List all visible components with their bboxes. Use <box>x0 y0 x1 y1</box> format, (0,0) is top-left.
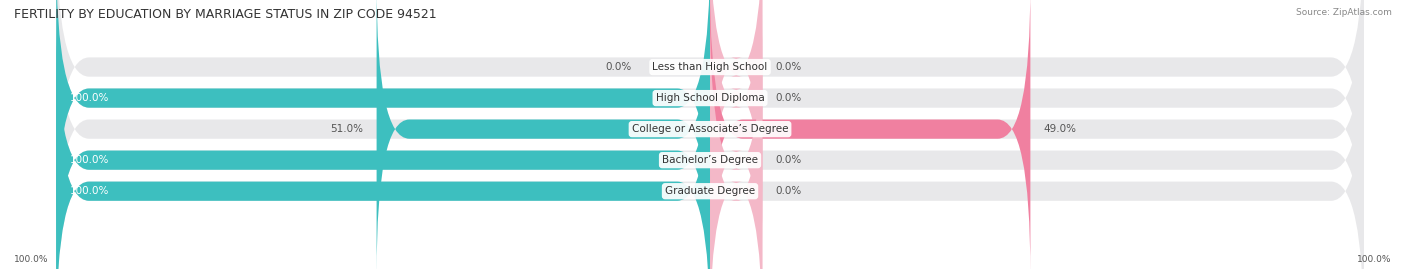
Text: 0.0%: 0.0% <box>776 155 801 165</box>
FancyBboxPatch shape <box>56 0 1364 269</box>
Text: Source: ZipAtlas.com: Source: ZipAtlas.com <box>1296 8 1392 17</box>
FancyBboxPatch shape <box>710 15 762 269</box>
FancyBboxPatch shape <box>56 15 1364 269</box>
Text: Bachelor’s Degree: Bachelor’s Degree <box>662 155 758 165</box>
FancyBboxPatch shape <box>710 0 762 244</box>
FancyBboxPatch shape <box>56 46 1364 269</box>
Text: 0.0%: 0.0% <box>776 186 801 196</box>
Text: 51.0%: 51.0% <box>330 124 364 134</box>
FancyBboxPatch shape <box>56 46 710 269</box>
Text: 0.0%: 0.0% <box>606 62 631 72</box>
Text: 100.0%: 100.0% <box>69 155 108 165</box>
FancyBboxPatch shape <box>710 0 1031 269</box>
Text: 0.0%: 0.0% <box>776 62 801 72</box>
FancyBboxPatch shape <box>377 0 710 269</box>
Text: 100.0%: 100.0% <box>1357 255 1392 264</box>
FancyBboxPatch shape <box>710 46 762 269</box>
Text: College or Associate’s Degree: College or Associate’s Degree <box>631 124 789 134</box>
FancyBboxPatch shape <box>710 0 762 213</box>
FancyBboxPatch shape <box>56 15 710 269</box>
Text: 100.0%: 100.0% <box>14 255 49 264</box>
Text: Graduate Degree: Graduate Degree <box>665 186 755 196</box>
Text: 100.0%: 100.0% <box>69 93 108 103</box>
Text: 100.0%: 100.0% <box>69 186 108 196</box>
Text: Less than High School: Less than High School <box>652 62 768 72</box>
Text: 0.0%: 0.0% <box>776 93 801 103</box>
FancyBboxPatch shape <box>56 0 710 244</box>
Text: FERTILITY BY EDUCATION BY MARRIAGE STATUS IN ZIP CODE 94521: FERTILITY BY EDUCATION BY MARRIAGE STATU… <box>14 8 437 21</box>
FancyBboxPatch shape <box>56 0 1364 244</box>
FancyBboxPatch shape <box>56 0 1364 213</box>
Text: High School Diploma: High School Diploma <box>655 93 765 103</box>
Text: 49.0%: 49.0% <box>1043 124 1077 134</box>
